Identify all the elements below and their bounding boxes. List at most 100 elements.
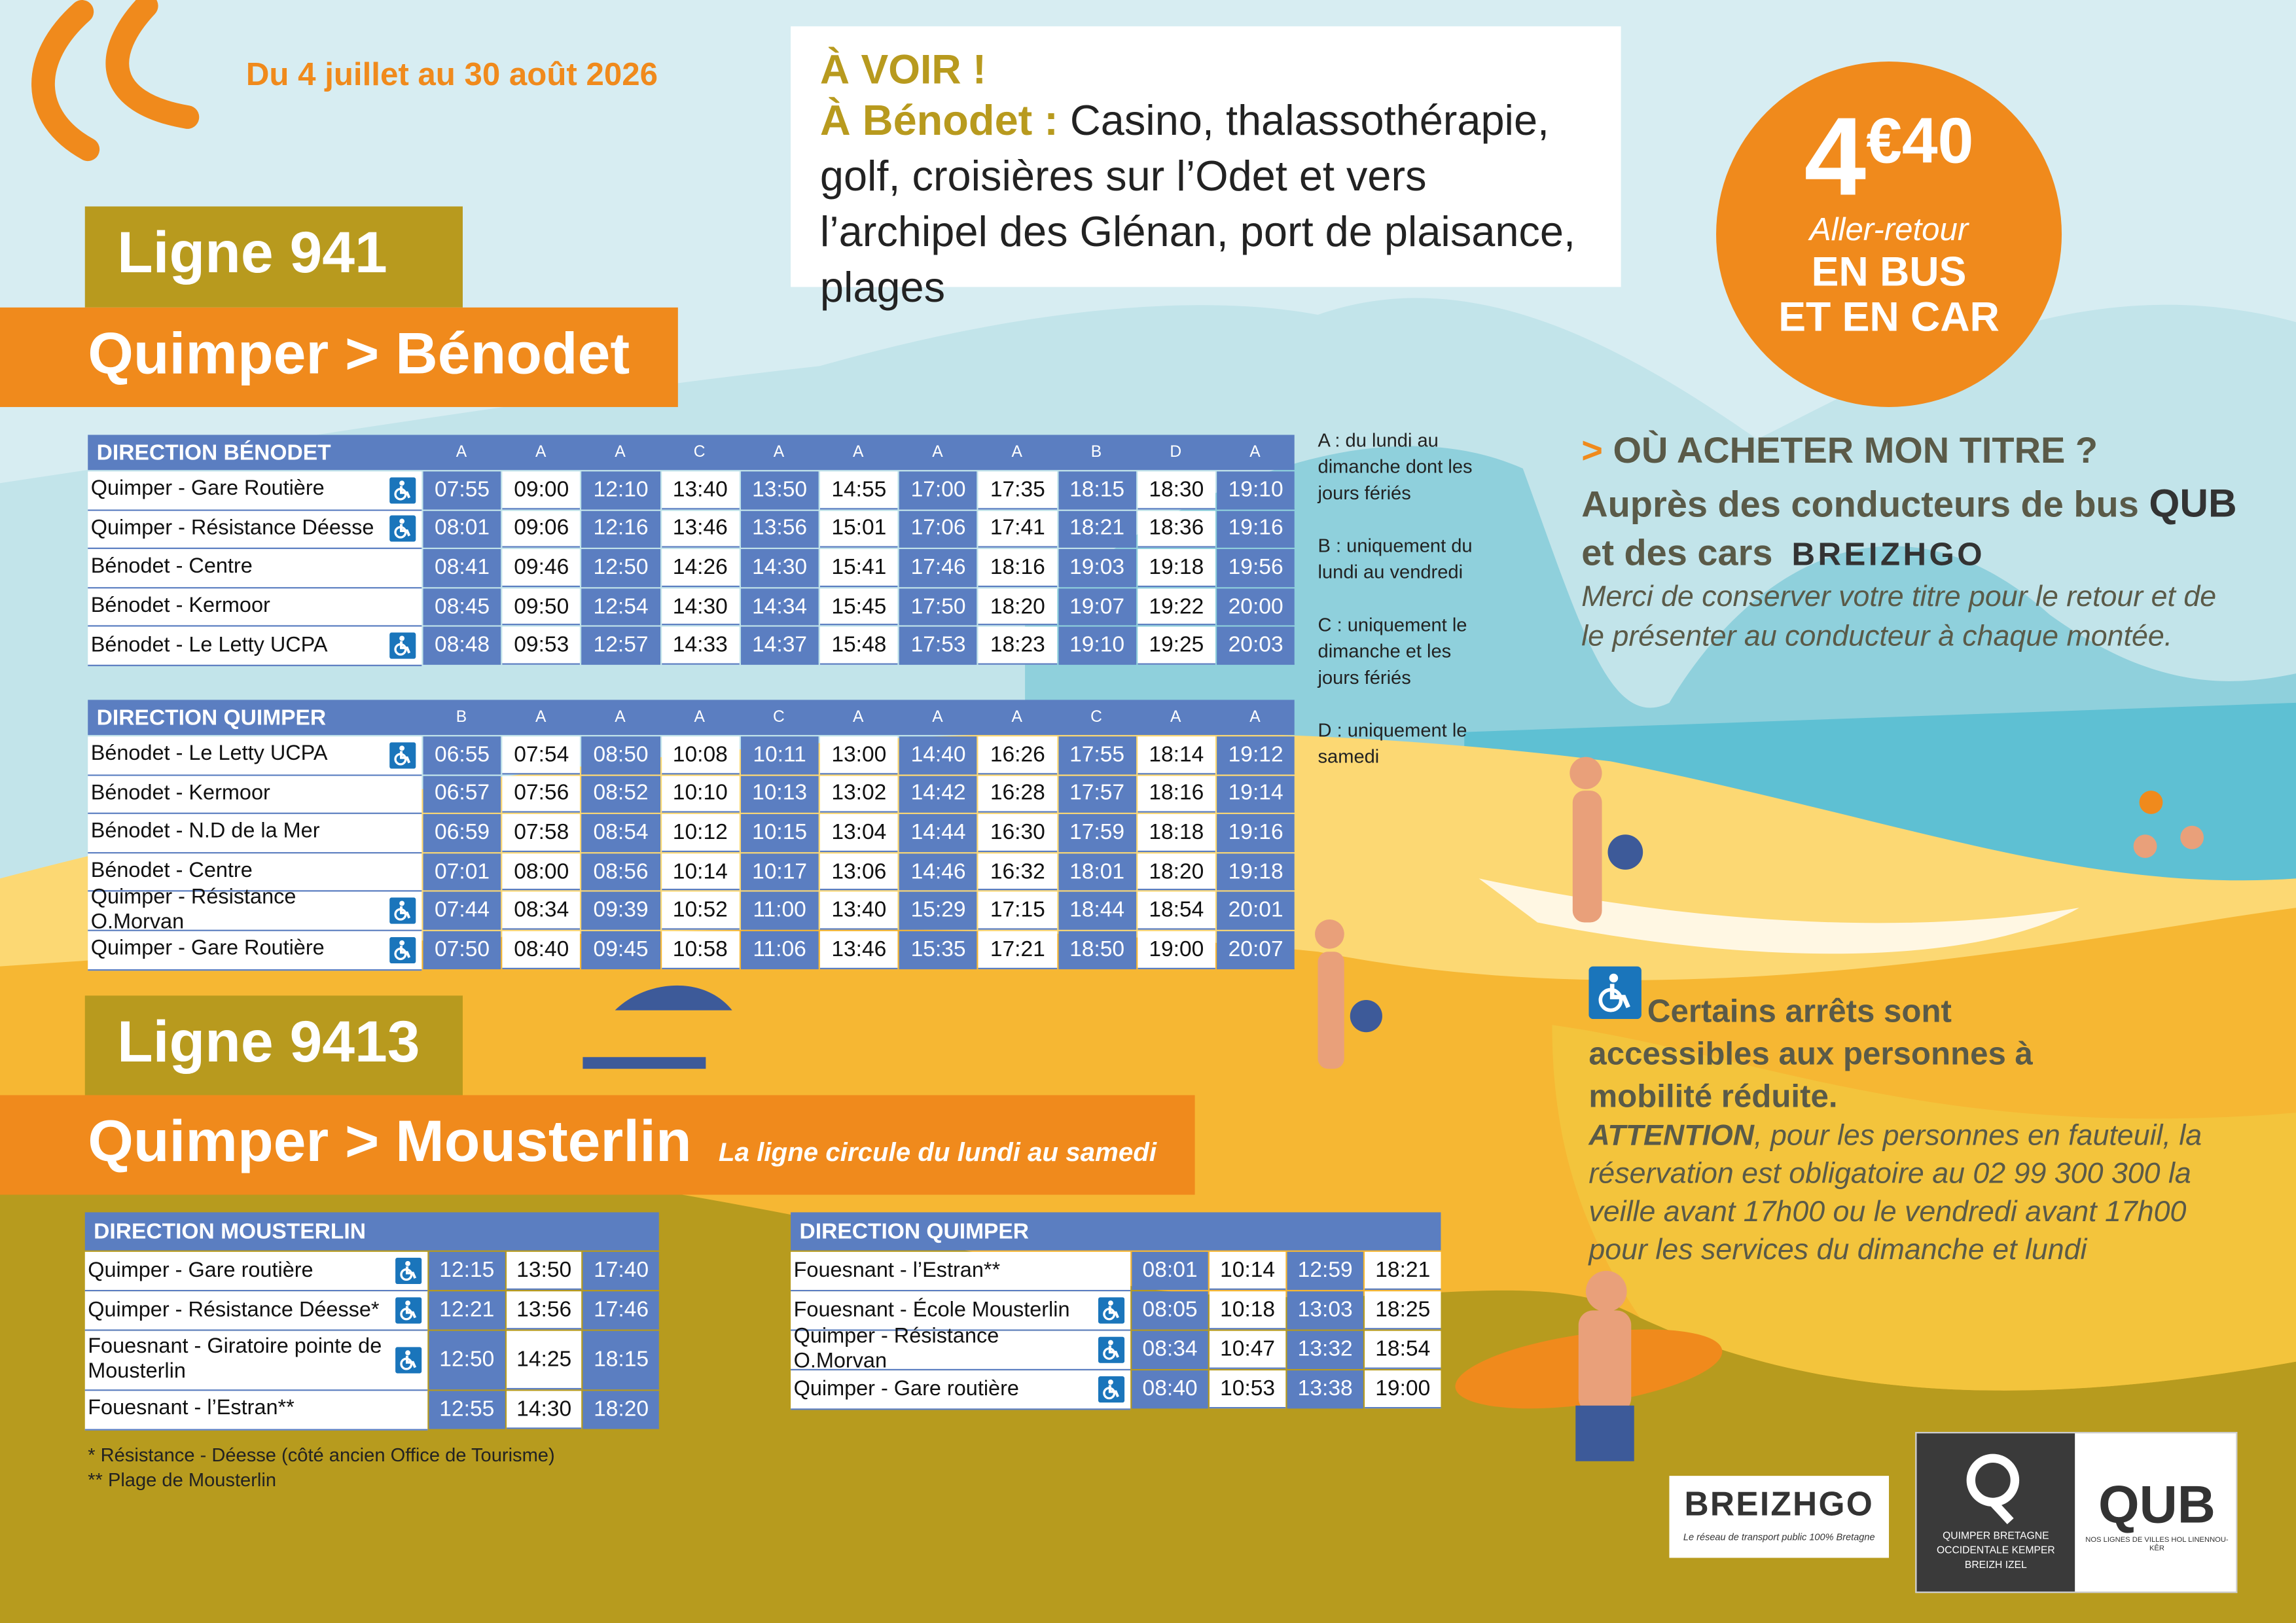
time-cell: 08:56 [582, 853, 660, 891]
stop-name: Bénodet - Le Letty UCPA [90, 742, 328, 766]
accessibility-attention: ATTENTION [1588, 1120, 1755, 1152]
day-code: A [1249, 443, 1261, 461]
time-cell: 19:25 [1137, 627, 1215, 665]
a-voir-text: Casino, thalassothérapie, golf, croisièr… [819, 98, 1575, 312]
time-cell: 15:48 [819, 627, 898, 665]
time-cell: 18:20 [583, 1390, 659, 1429]
stop-name: Fouesnant - l’Estran** [793, 1258, 1001, 1282]
time-cell: 13:46 [661, 510, 740, 548]
time-cell: 08:34 [502, 892, 581, 930]
time-cell: 18:15 [1058, 471, 1136, 509]
qub-logo: QUIMPER BRETAGNE OCCIDENTALE KEMPER BREI… [1915, 1432, 2238, 1594]
time-cell: 15:41 [819, 549, 898, 587]
time-cell: 13:40 [661, 471, 740, 509]
time-cell: 16:28 [978, 775, 1057, 813]
time-cell: 17:53 [899, 627, 978, 665]
time-cell: 08:50 [582, 736, 660, 774]
table-header [88, 435, 1295, 471]
time-cell: 14:37 [740, 627, 819, 665]
time-cell: 11:06 [740, 931, 819, 969]
time-cell: 14:42 [899, 775, 978, 813]
time-cell: 20:03 [1217, 627, 1295, 665]
time-cell: 06:55 [423, 736, 501, 774]
time-cell: 12:50 [582, 549, 660, 587]
time-cell: 17:35 [978, 471, 1057, 509]
time-cell: 18:16 [1137, 775, 1215, 813]
buy-breizhgo: BREIZHGO [1791, 535, 1986, 573]
time-cell: 20:00 [1217, 588, 1295, 626]
stop-name: Fouesnant - École Mousterlin [793, 1298, 1070, 1322]
table-title: DIRECTION QUIMPER [799, 1219, 1030, 1244]
accessible-icon [1098, 1336, 1125, 1363]
dates: Du 4 juillet au 30 août 2026 [245, 56, 658, 92]
stop-name: Quimper - Résistance O.Morvan [793, 1325, 999, 1374]
time-cell: 07:58 [502, 814, 581, 852]
stop-cell [88, 853, 422, 893]
time-cell: 10:14 [1209, 1251, 1286, 1291]
a-voir-box: À VOIR ! À Bénodet : Casino, thalassothé… [791, 26, 1621, 312]
time-cell: 09:00 [502, 471, 581, 509]
time-cell: 18:20 [1137, 853, 1215, 891]
time-cell: 15:45 [819, 588, 898, 626]
a-voir-place: À Bénodet : [819, 98, 1058, 145]
day-code: C [1090, 708, 1102, 726]
day-code: A [1011, 443, 1022, 461]
time-cell: 13:46 [819, 931, 898, 969]
stop-name: Quimper - Gare Routière [90, 478, 325, 501]
day-code: A [932, 708, 943, 726]
day-code: B [1090, 443, 1102, 461]
time-cell: 09:50 [502, 588, 581, 626]
time-cell: 13:06 [819, 853, 898, 891]
time-cell: 16:30 [978, 814, 1057, 852]
stop-name: Bénodet - Kermoor [90, 781, 270, 806]
day-code: A [694, 708, 705, 726]
time-cell: 10:47 [1209, 1330, 1286, 1369]
stop-name: Bénodet - Kermoor [90, 594, 270, 618]
stop-cell [84, 1291, 428, 1331]
accessibility-text-block: ATTENTION, pour les personnes en fauteui… [1588, 1117, 2233, 1270]
stop-name: Quimper - Résistance Déesse [90, 516, 374, 541]
day-code: C [773, 708, 785, 726]
accessible-icon [389, 516, 416, 543]
stop-name: Fouesnant - l’Estran** [88, 1397, 295, 1421]
time-cell: 18:44 [1058, 892, 1136, 930]
day-code: A [1170, 708, 1181, 726]
time-cell: 18:36 [1137, 510, 1215, 548]
price-line2: ET EN CAR [1778, 294, 2000, 340]
note: B : uniquement du lundi au vendredi [1318, 534, 1473, 583]
day-code: A [853, 708, 864, 726]
a-voir-text-block: À Bénodet : Casino, thalassothérapie, go… [820, 94, 1592, 316]
time-cell: 08:52 [582, 775, 660, 813]
time-cell: 07:01 [423, 853, 501, 891]
time-cell: 14:33 [661, 627, 740, 665]
time-cell: 19:10 [1217, 471, 1295, 509]
time-cell: 18:21 [1365, 1251, 1441, 1291]
time-cell: 11:00 [740, 892, 819, 930]
price-euros: 4 [1804, 95, 1867, 220]
accessible-icon [389, 897, 416, 925]
buy-note: Merci de conserver votre titre pour le r… [1581, 581, 2217, 653]
time-cell: 19:22 [1137, 588, 1215, 626]
time-cell: 14:40 [899, 736, 978, 774]
time-cell: 13:50 [740, 471, 819, 509]
time-cell: 12:21 [429, 1291, 505, 1330]
time-cell: 17:57 [1058, 775, 1136, 813]
stop-cell [88, 471, 422, 510]
stop-cell [84, 1330, 428, 1391]
buy-section: > OÙ ACHETER MON TITRE ? Auprès des cond… [1581, 431, 2255, 658]
breizhgo-logo-name: BREIZHGO [1684, 1484, 1874, 1523]
time-cell: 14:44 [899, 814, 978, 852]
time-cell: 17:40 [583, 1251, 659, 1291]
time-cell: 18:25 [1365, 1291, 1441, 1330]
accessible-icon [389, 476, 416, 504]
price-cents: €40 [1866, 105, 1974, 177]
price-line1: EN BUS [1811, 249, 1967, 294]
buy-line1: Auprès des conducteurs de bus [1581, 484, 2139, 526]
time-cell: 12:54 [582, 588, 660, 626]
stop-name: Bénodet - N.D de la Mer [90, 820, 320, 844]
a-voir-title: À VOIR ! [819, 46, 986, 92]
line-9413-route: Quimper > Mousterlin [88, 1109, 692, 1175]
time-cell: 15:01 [819, 510, 898, 548]
stop-name: Quimper - Gare Routière [90, 937, 325, 961]
time-cell: 13:38 [1287, 1370, 1363, 1409]
